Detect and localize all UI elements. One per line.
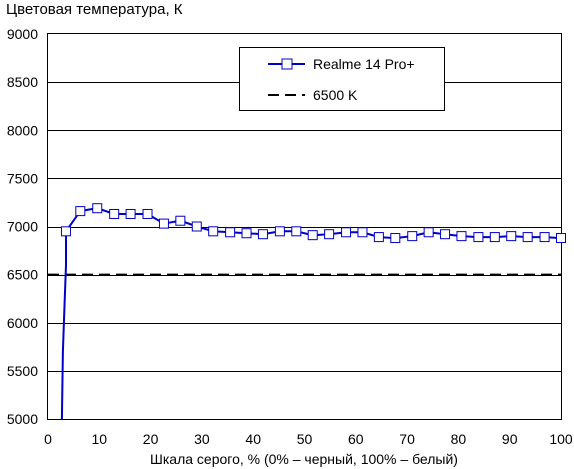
data-point	[341, 227, 352, 238]
data-point	[109, 208, 120, 219]
data-point	[60, 226, 71, 237]
legend-label-realme: Realme 14 Pro+	[313, 56, 415, 72]
y-tick-label: 7000	[7, 219, 38, 235]
data-point	[92, 203, 103, 214]
series-layer	[48, 203, 566, 420]
x-axis-label: Шкала серого, % (0% – черный, 100% – бел…	[150, 451, 458, 467]
data-point	[208, 226, 219, 237]
data-point	[274, 226, 285, 237]
legend-box	[239, 47, 445, 111]
data-point	[407, 231, 418, 242]
data-point	[241, 228, 252, 239]
data-point	[307, 230, 318, 241]
y-tick-label: 5000	[7, 411, 38, 427]
y-tick-label: 6000	[7, 315, 38, 331]
grid	[48, 82, 561, 372]
x-tick-label: 90	[502, 431, 518, 447]
data-point	[125, 208, 136, 219]
legend: Realme 14 Pro+ 6500 K	[239, 47, 445, 111]
data-point	[390, 233, 401, 244]
y-tick-label: 9000	[7, 26, 38, 42]
y-tick-label: 6500	[7, 267, 38, 283]
legend-label-6500k: 6500 K	[313, 87, 358, 103]
x-tick-label: 50	[297, 431, 313, 447]
data-point	[473, 232, 484, 243]
data-point	[539, 232, 550, 243]
y-axis-label: Цветовая температура, К	[6, 1, 183, 18]
y-tick-label: 8000	[7, 122, 38, 138]
x-tick-label: 40	[245, 431, 261, 447]
data-point	[423, 227, 434, 238]
x-tick-label: 80	[451, 431, 467, 447]
data-point	[158, 218, 169, 229]
data-point	[373, 232, 384, 243]
data-point	[291, 226, 302, 237]
y-tick-label: 5500	[7, 363, 38, 379]
data-point	[489, 232, 500, 243]
data-point	[556, 233, 566, 244]
x-tick-label: 10	[92, 431, 108, 447]
data-point	[522, 232, 533, 243]
y-tick-label: 7500	[7, 170, 38, 186]
x-tick-label: 70	[399, 431, 415, 447]
data-point	[257, 229, 268, 240]
data-point	[324, 229, 335, 240]
x-tick-label: 20	[143, 431, 159, 447]
plot-area-frame	[47, 33, 562, 420]
x-tick-label: 0	[44, 431, 52, 447]
data-point	[357, 227, 368, 238]
data-point	[175, 215, 186, 226]
data-point	[75, 206, 86, 217]
x-tick-label: 100	[549, 431, 573, 447]
data-point	[225, 227, 236, 238]
data-point	[440, 229, 451, 240]
x-tick-label: 30	[194, 431, 210, 447]
x-tick-label: 60	[348, 431, 364, 447]
y-tick-label: 8500	[7, 74, 38, 90]
data-point	[456, 231, 467, 242]
legend-marker-realme	[281, 58, 293, 70]
data-point	[142, 208, 153, 219]
x-tick-labels: 0 10 20 30 40 50 60 70 80 90 100	[44, 431, 573, 447]
y-tick-labels: 5000 5500 6000 6500 7000 7500 8000 8500 9000	[7, 26, 38, 427]
data-point	[506, 231, 517, 242]
data-point	[191, 221, 202, 232]
